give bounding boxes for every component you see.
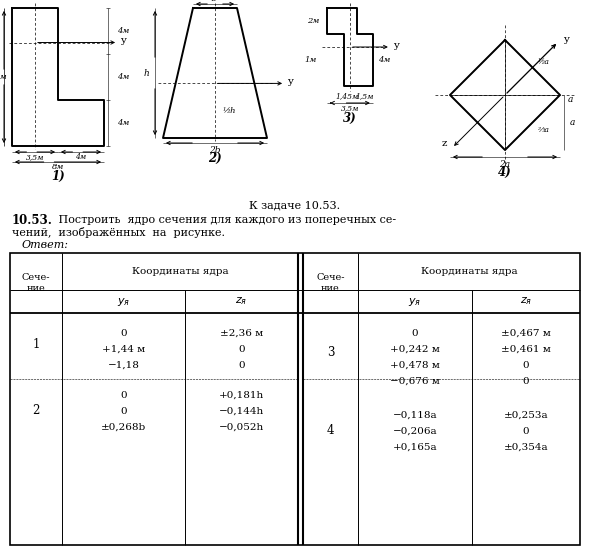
Text: 2м: 2м [307,17,319,25]
Text: ½a: ½a [537,58,549,67]
Text: чений,  изображённых  на  рисунке.: чений, изображённых на рисунке. [12,228,225,239]
Text: ±0,467 м: ±0,467 м [501,328,551,338]
Text: 10.53.: 10.53. [12,213,53,226]
Text: 3: 3 [327,347,335,359]
Text: 2: 2 [32,404,40,418]
Text: +0,181h: +0,181h [219,391,264,399]
Text: y: y [563,35,569,45]
Text: 0: 0 [120,391,127,399]
Text: +0,165a: +0,165a [393,442,437,451]
Text: 1): 1) [51,170,65,182]
Text: Построить  ядро сечения для каждого из поперечных се-: Построить ядро сечения для каждого из по… [55,215,396,225]
Text: 4м: 4м [117,27,129,35]
Text: +0,242 м: +0,242 м [390,344,440,354]
Text: 2): 2) [208,152,222,165]
Text: Координаты ядра: Координаты ядра [132,267,228,276]
Text: 0: 0 [412,328,418,338]
Text: a: a [570,118,575,127]
Text: y: y [120,36,126,45]
Text: 1,5м: 1,5м [355,92,374,100]
Text: y: y [287,77,293,86]
Text: 1,45м: 1,45м [335,92,359,100]
Text: 12м: 12м [0,73,7,81]
Text: 0: 0 [238,344,245,354]
Text: ←b→: ←b→ [206,0,224,3]
Bar [10,253,580,545]
Text: 0: 0 [523,376,529,386]
Text: +1,44 м: +1,44 м [102,344,145,354]
Text: −0,052h: −0,052h [219,423,264,431]
Text: Сече-
ние: Сече- ние [22,273,50,293]
Text: 0: 0 [120,407,127,415]
Text: 1м: 1м [305,56,317,64]
Text: 4м: 4м [378,56,390,64]
Text: 0: 0 [238,360,245,370]
Text: 0: 0 [523,426,529,435]
Text: −1,18: −1,18 [107,360,139,370]
Text: 4: 4 [327,424,335,437]
Text: z: z [441,138,447,148]
Text: 2a: 2a [500,160,510,169]
Text: −0,676 м: −0,676 м [390,376,440,386]
Text: 3): 3) [343,111,357,125]
Text: 3,5м: 3,5м [341,104,359,112]
Text: $y_{я}$: $y_{я}$ [408,295,422,307]
Text: −0,144h: −0,144h [219,407,264,415]
Text: 4м: 4м [76,153,87,161]
Text: 0: 0 [120,328,127,338]
Text: a: a [568,95,573,105]
Text: К задаче 10.53.: К задаче 10.53. [250,200,340,210]
Text: 2b: 2b [209,146,221,155]
Text: Координаты ядра: Координаты ядра [421,267,517,276]
Text: ±0,354a: ±0,354a [504,442,548,451]
Text: y: y [393,41,399,50]
Text: $z_{я}$: $z_{я}$ [235,295,248,307]
Text: 4м: 4м [117,119,129,127]
Text: $y_{я}$: $y_{я}$ [117,295,130,307]
Text: 3,5м: 3,5м [26,153,44,161]
Text: 4м: 4м [117,73,129,81]
Text: 8м: 8м [52,163,64,171]
Text: $z_{я}$: $z_{я}$ [520,295,532,307]
Text: ±0,461 м: ±0,461 м [501,344,551,354]
Text: ½h: ½h [223,107,237,115]
Text: Сече-
ние: Сече- ние [316,273,345,293]
Text: +0,478 м: +0,478 м [390,360,440,370]
Text: 0: 0 [523,360,529,370]
Text: ±0,253a: ±0,253a [504,410,548,419]
Text: −0,206a: −0,206a [393,426,437,435]
Text: ⅔a: ⅔a [537,127,549,134]
Text: h: h [143,68,149,78]
Text: 4): 4) [498,165,512,179]
Text: −0,118a: −0,118a [393,410,437,419]
Text: 1: 1 [32,338,40,352]
Text: Ответ:: Ответ: [22,240,69,250]
Text: ±0,268b: ±0,268b [101,423,146,431]
Text: ±2,36 м: ±2,36 м [220,328,263,338]
